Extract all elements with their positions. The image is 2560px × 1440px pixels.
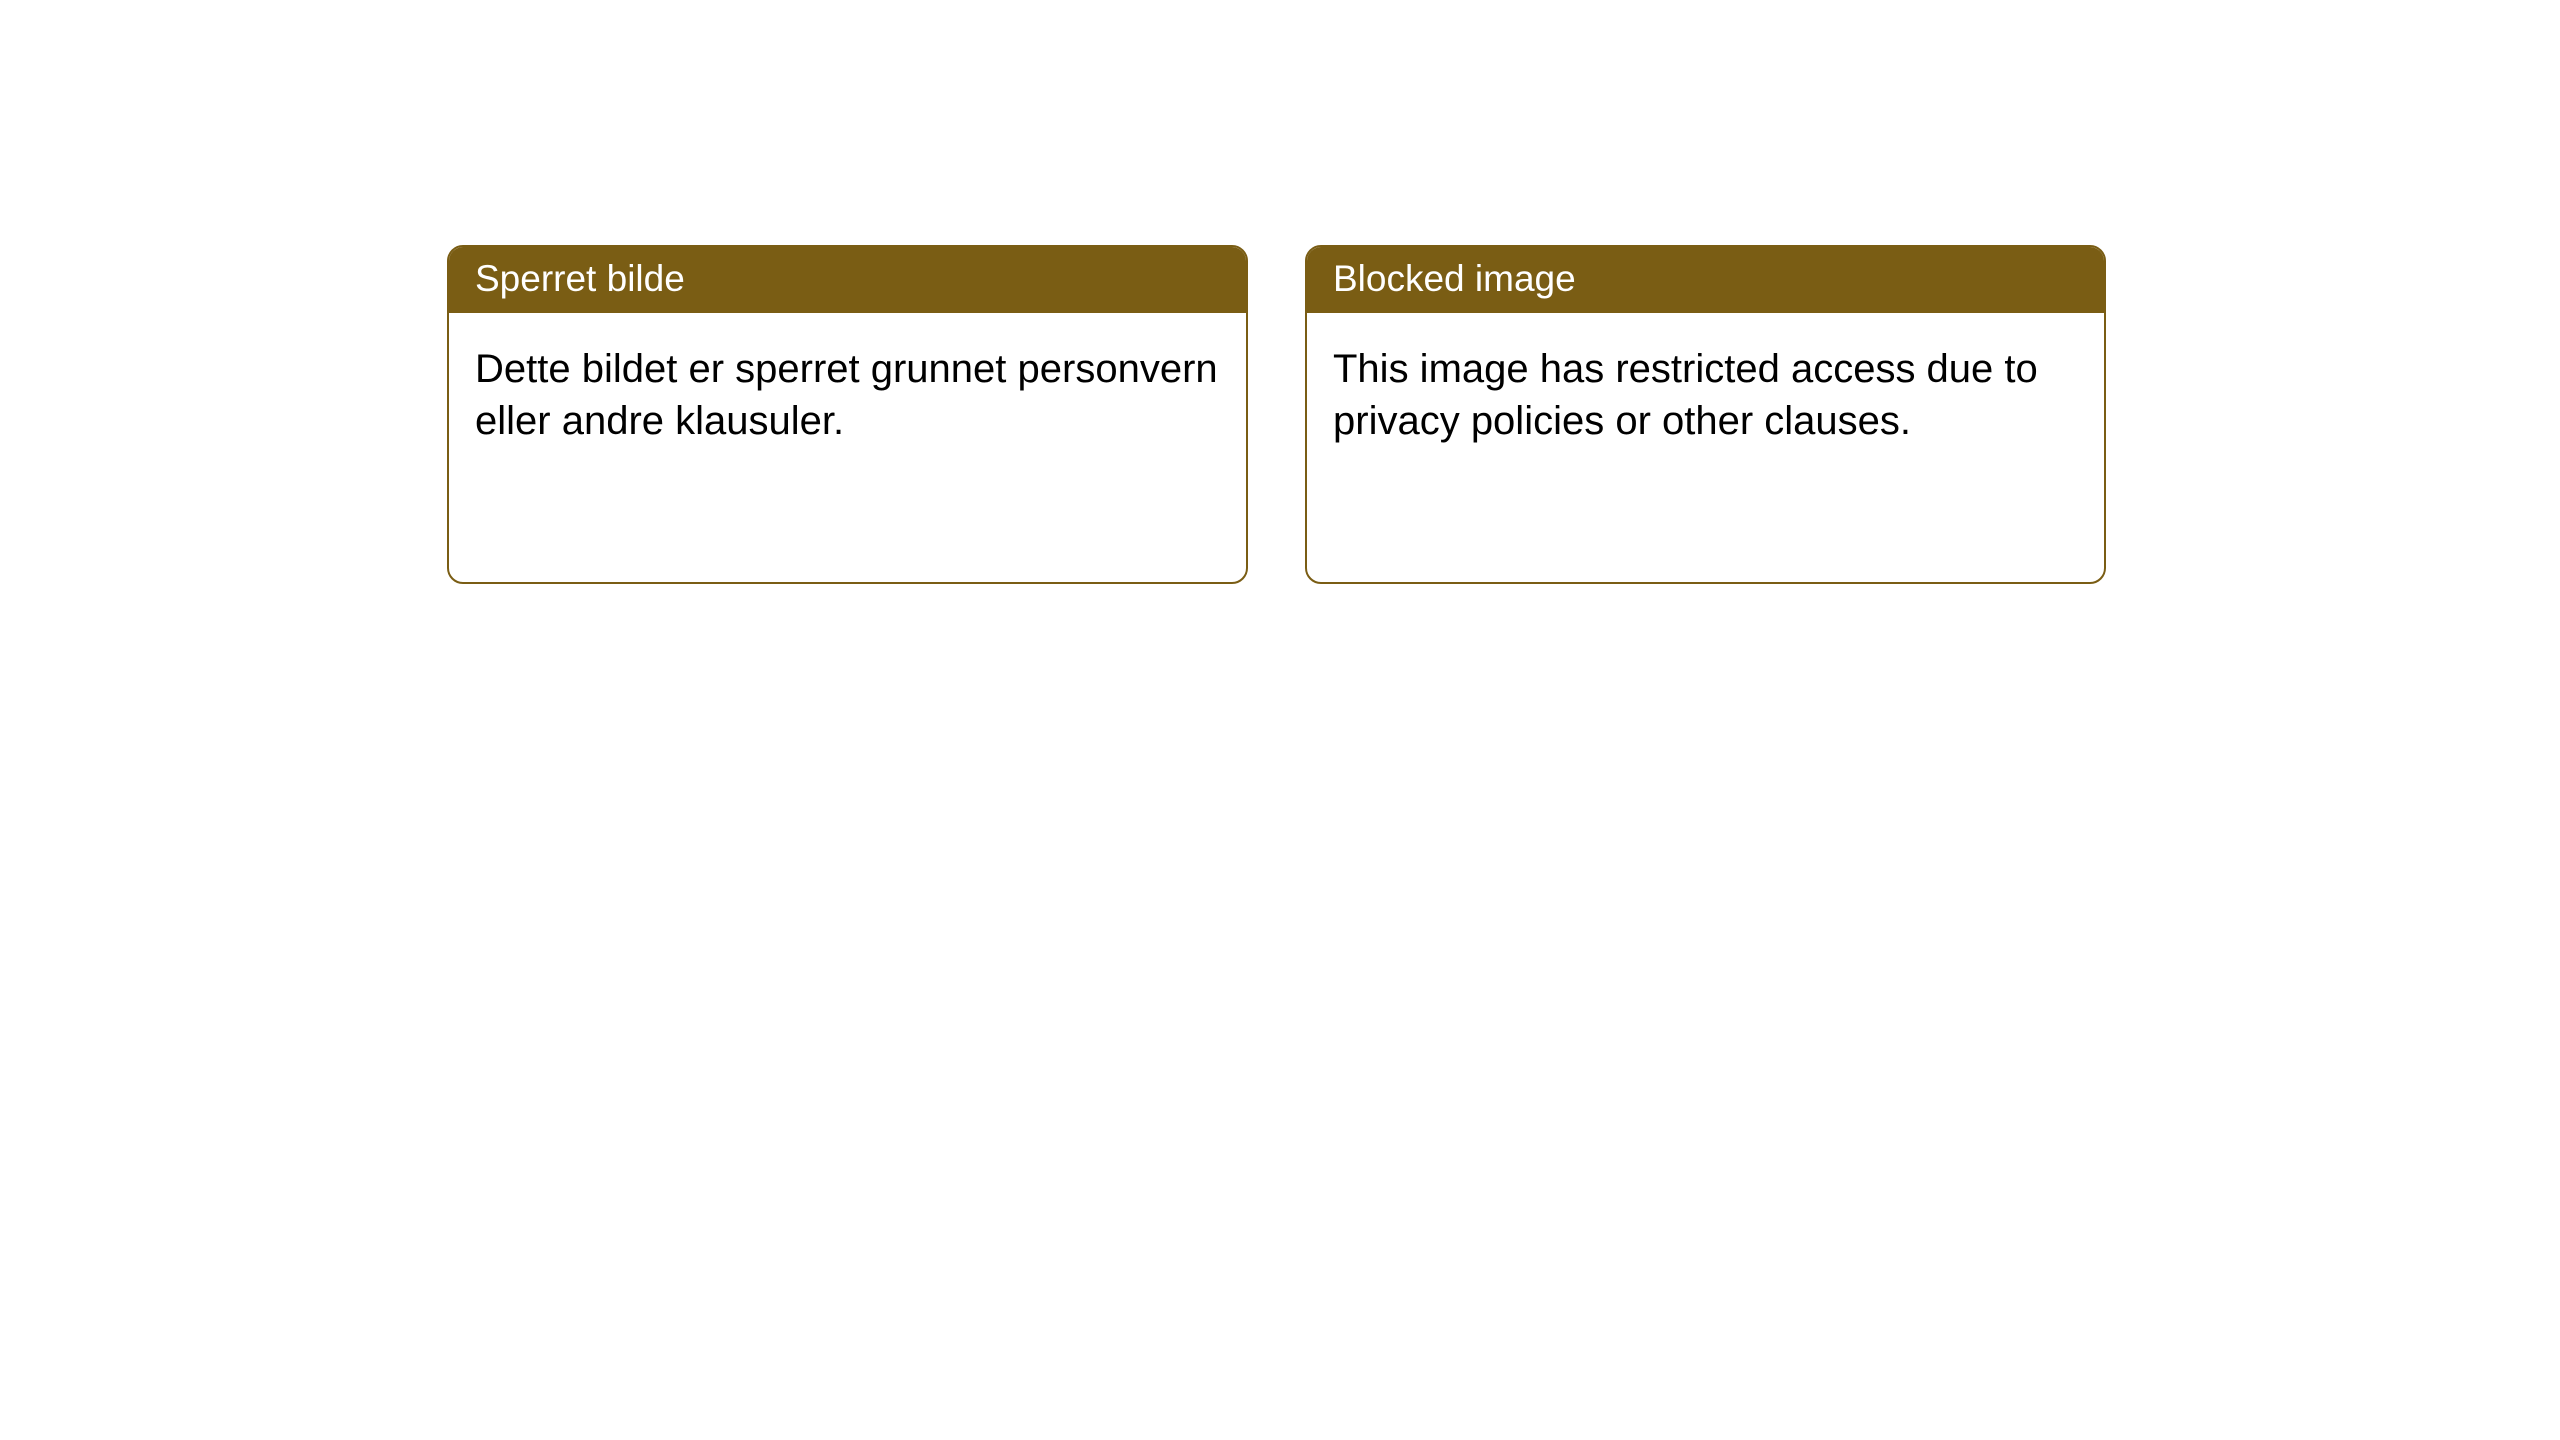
notice-body-text: Dette bildet er sperret grunnet personve… (475, 347, 1218, 443)
notice-title: Blocked image (1333, 258, 1576, 299)
notice-body: This image has restricted access due to … (1307, 313, 2104, 473)
notice-body-text: This image has restricted access due to … (1333, 347, 2038, 443)
notice-header: Sperret bilde (449, 247, 1246, 313)
blocked-image-notices: Sperret bilde Dette bildet er sperret gr… (447, 245, 2106, 584)
notice-title: Sperret bilde (475, 258, 685, 299)
notice-header: Blocked image (1307, 247, 2104, 313)
notice-card-norwegian: Sperret bilde Dette bildet er sperret gr… (447, 245, 1248, 584)
notice-card-english: Blocked image This image has restricted … (1305, 245, 2106, 584)
notice-body: Dette bildet er sperret grunnet personve… (449, 313, 1246, 473)
